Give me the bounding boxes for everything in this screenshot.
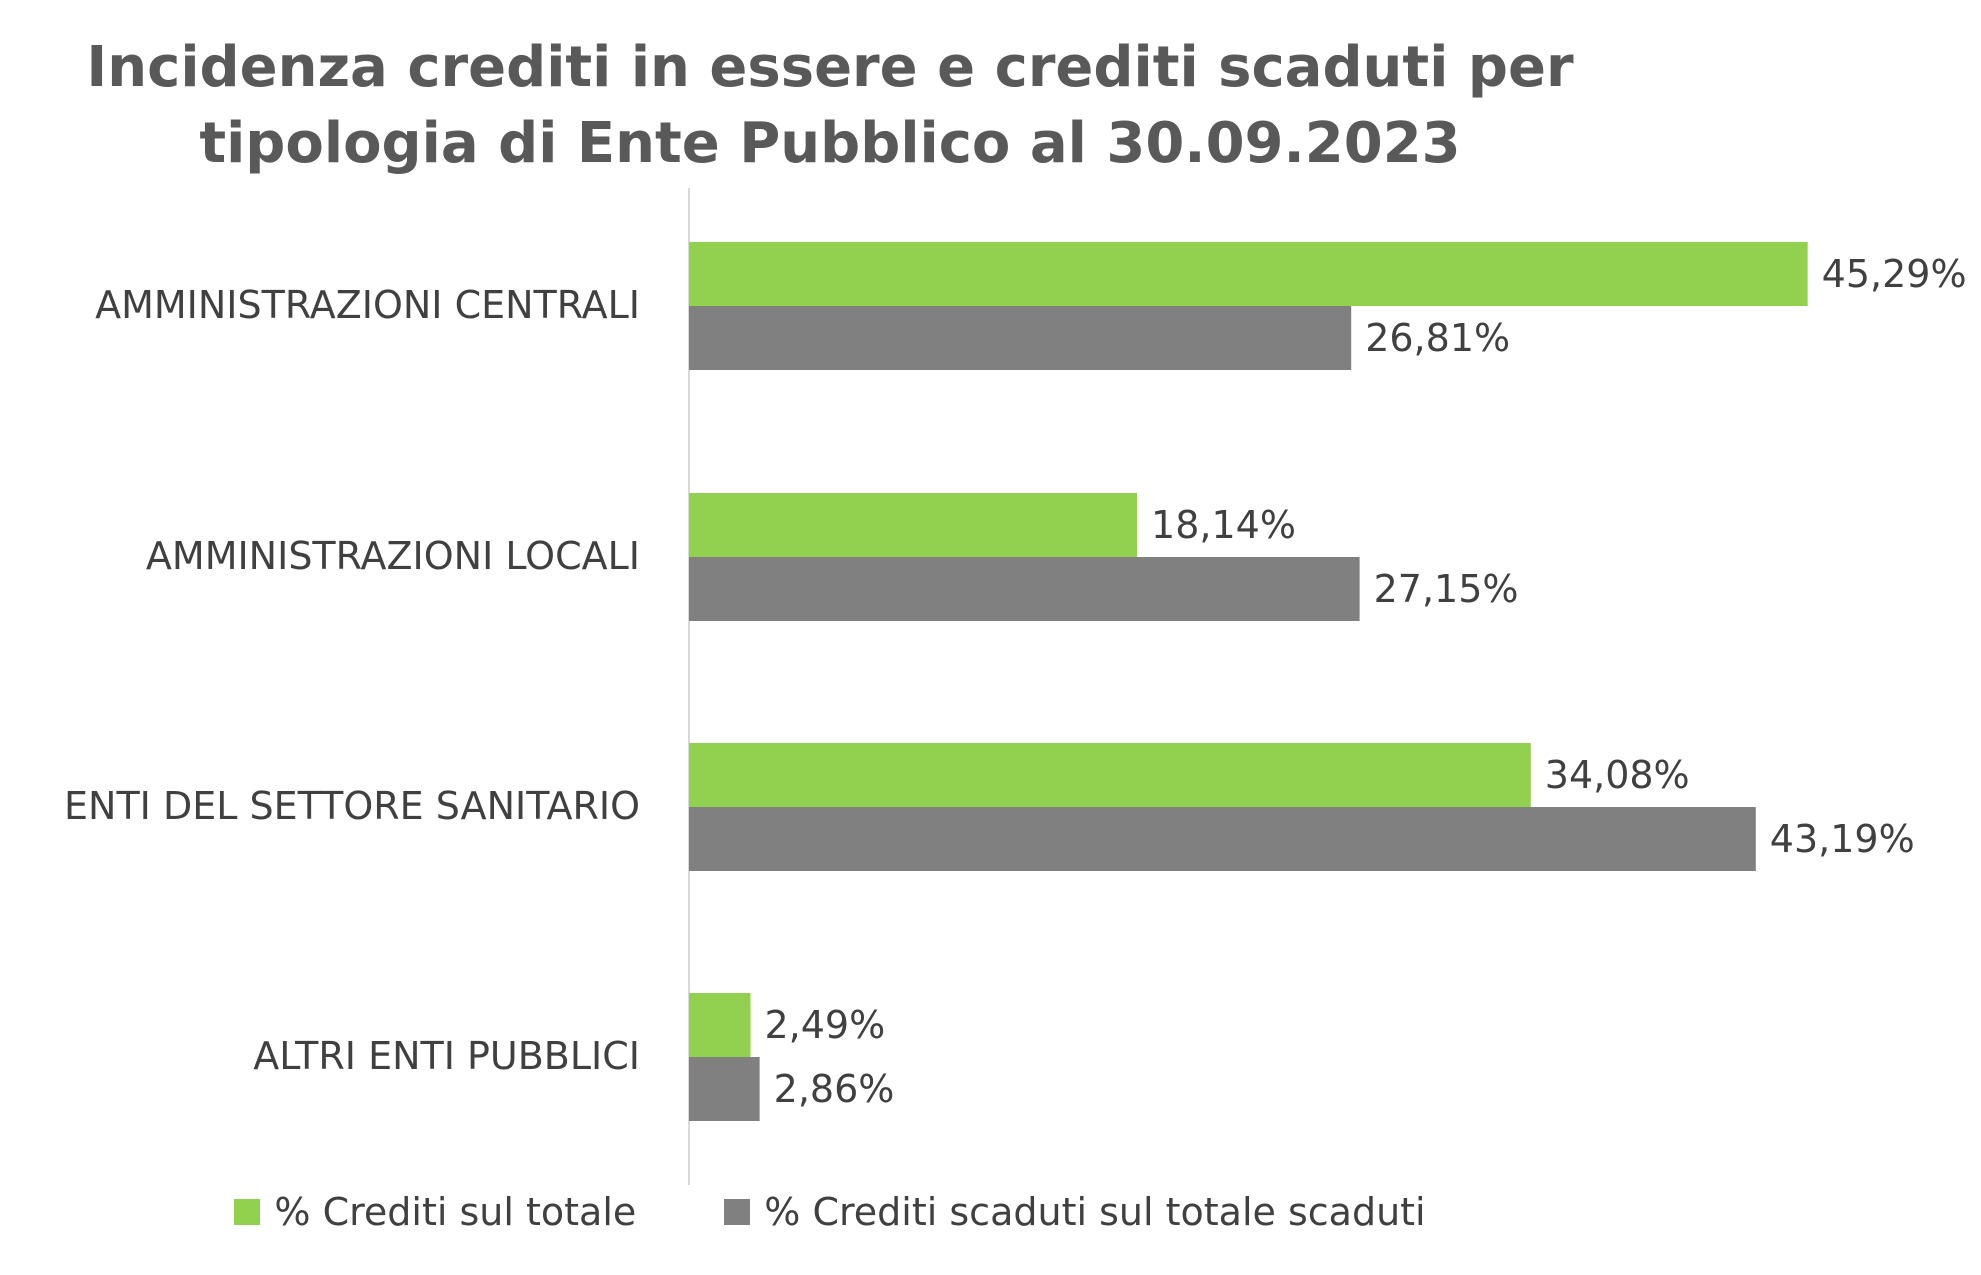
data-label: 26,81% bbox=[1365, 316, 1510, 360]
chart-title-line-2: tipologia di Ente Pubblico al 30.09.2023 bbox=[199, 111, 1461, 176]
category-label: ALTRI ENTI PUBBLICI bbox=[253, 1034, 640, 1078]
legend-label-crediti-totale: % Crediti sul totale bbox=[274, 1190, 637, 1234]
legend-swatch-gray bbox=[724, 1199, 751, 1225]
category-label: ENTI DEL SETTORE SANITARIO bbox=[64, 784, 640, 828]
data-label: 43,19% bbox=[1770, 817, 1915, 861]
chart-title-line-1: Incidenza crediti in essere e crediti sc… bbox=[86, 35, 1574, 100]
legend-item-crediti-totale: % Crediti sul totale bbox=[234, 1190, 636, 1234]
bar bbox=[689, 743, 1531, 807]
bar bbox=[689, 993, 751, 1057]
bar bbox=[689, 557, 1360, 621]
data-label: 2,49% bbox=[765, 1003, 886, 1047]
bar bbox=[689, 242, 1808, 306]
chart-title: Incidenza crediti in essere e crediti sc… bbox=[0, 30, 1660, 182]
bar bbox=[689, 493, 1138, 557]
legend-label-crediti-scaduti: % Crediti scaduti sul totale scaduti bbox=[764, 1190, 1426, 1234]
chart-legend: % Crediti sul totale % Crediti scaduti s… bbox=[0, 1190, 1660, 1234]
data-label: 34,08% bbox=[1545, 753, 1690, 797]
bar bbox=[689, 1057, 760, 1121]
legend-swatch-green bbox=[234, 1199, 261, 1225]
legend-item-crediti-scaduti: % Crediti scaduti sul totale scaduti bbox=[724, 1190, 1426, 1234]
bar bbox=[689, 306, 1352, 370]
category-label: AMMINISTRAZIONI CENTRALI bbox=[95, 283, 640, 327]
data-label: 18,14% bbox=[1151, 503, 1296, 547]
bar bbox=[689, 807, 1756, 871]
category-label: AMMINISTRAZIONI LOCALI bbox=[146, 534, 640, 578]
data-label: 27,15% bbox=[1374, 567, 1519, 611]
data-label: 45,29% bbox=[1822, 252, 1967, 296]
data-label: 2,86% bbox=[774, 1067, 895, 1111]
